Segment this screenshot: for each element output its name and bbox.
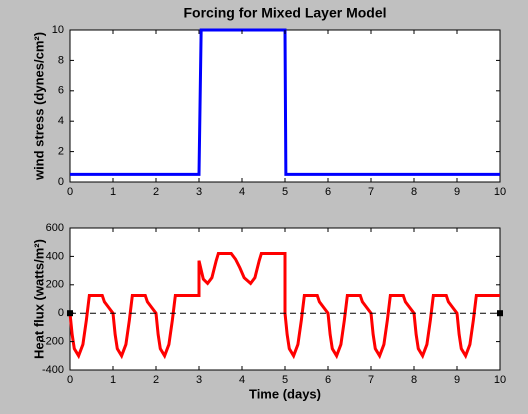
y-tick-label: 6 <box>58 85 64 97</box>
x-tick-label: 1 <box>110 374 116 386</box>
x-axis-label: Time (days) <box>249 386 321 401</box>
y-tick-label: 0 <box>58 176 64 188</box>
y-axis-label: wind stress (dynes/cm²) <box>31 32 46 181</box>
data-line <box>70 28 500 176</box>
x-tick-label: 9 <box>454 186 460 198</box>
y-tick-label: 4 <box>58 115 64 127</box>
x-tick-label: 10 <box>494 374 506 386</box>
x-tick-label: 10 <box>494 186 506 198</box>
x-tick-label: 1 <box>110 186 116 198</box>
x-tick-label: 3 <box>196 186 202 198</box>
x-tick-label: 6 <box>325 186 331 198</box>
y-tick-label: -400 <box>42 364 64 376</box>
y-tick-label: 10 <box>52 24 64 36</box>
x-tick-label: 6 <box>325 374 331 386</box>
x-tick-label: 5 <box>282 374 288 386</box>
x-tick-label: 2 <box>153 186 159 198</box>
y-tick-label: 0 <box>58 307 64 319</box>
x-tick-label: 4 <box>239 186 245 198</box>
x-tick-label: 7 <box>368 374 374 386</box>
x-tick-label: 0 <box>67 186 73 198</box>
x-tick-label: 2 <box>153 374 159 386</box>
y-tick-label: 200 <box>46 279 64 291</box>
chart-title: Forcing for Mixed Layer Model <box>183 5 386 21</box>
y-tick-label: 2 <box>58 146 64 158</box>
y-axis-label: Heat flux (watts/m²) <box>31 239 46 359</box>
data-line <box>68 252 500 360</box>
y-tick-label: 400 <box>46 250 64 262</box>
x-tick-label: 0 <box>67 374 73 386</box>
x-tick-label: 3 <box>196 374 202 386</box>
x-tick-label: 4 <box>239 374 245 386</box>
y-tick-label: 600 <box>46 222 64 234</box>
x-tick-label: 5 <box>282 186 288 198</box>
x-tick-label: 8 <box>411 374 417 386</box>
x-tick-label: 8 <box>411 186 417 198</box>
x-tick-label: 7 <box>368 186 374 198</box>
y-tick-label: 8 <box>58 54 64 66</box>
y-tick-label: -200 <box>42 336 64 348</box>
x-tick-label: 9 <box>454 374 460 386</box>
